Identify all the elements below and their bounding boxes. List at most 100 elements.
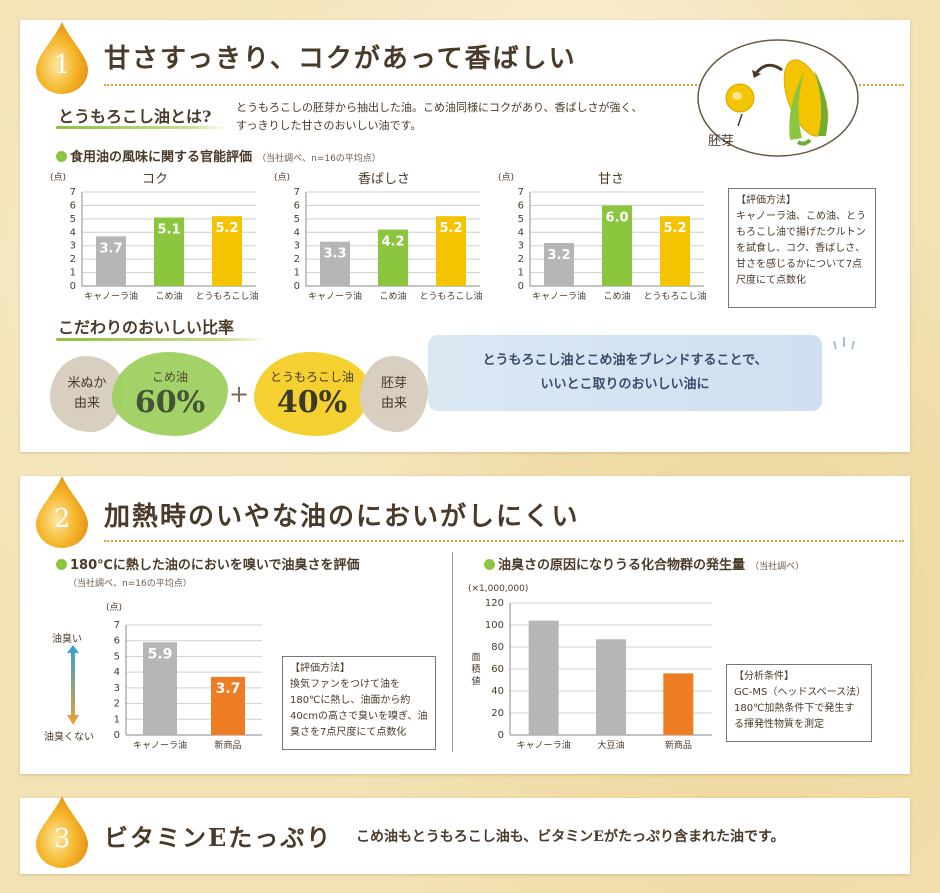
y-tick-label: 120 (485, 598, 504, 609)
section-2-divider (104, 540, 904, 542)
bar-value-label: 3.7 (216, 681, 241, 697)
what-is-corn-oil-heading: とうもろこし油とは? (58, 107, 212, 126)
green-bullet-icon (56, 151, 67, 162)
section-3-number: 3 (53, 824, 71, 854)
y-tick-label: 1 (518, 268, 524, 279)
sensory-eval-note: （当社調べ、n=16の平均点） (257, 154, 381, 164)
y-tick-label: 7 (114, 620, 120, 631)
rice-oil-label: こめ油 (151, 370, 188, 384)
section-1-drop-icon: 1 (34, 20, 90, 94)
y-tick-label: 100 (485, 620, 504, 631)
y-tick-label: 1 (294, 268, 300, 279)
x-category-label: こめ油 (155, 290, 182, 302)
section-1-divider (104, 84, 904, 86)
y-tick-label: 6 (70, 200, 76, 211)
y-tick-label: 6 (518, 200, 524, 211)
section-1-number: 1 (53, 50, 71, 80)
method-box-title: 【評価方法】 (736, 195, 796, 206)
bar-value-label: 6.0 (605, 210, 628, 225)
section-3-title: ビタミンEたっぷり (104, 823, 333, 852)
y-tick-label: 3 (518, 241, 524, 252)
chart-amasa: (点) 0 1 2 3 4 5 6 7 3.2 キャノーラ油 6.0 こめ油 5.2 とうもろこし油 (498, 172, 706, 302)
corn-oil-label: とうもろこし油 (269, 370, 354, 384)
chart-kobashisa: (点) 0 1 2 3 4 5 6 7 3.3 キャノーラ油 4.2 こめ油 5.2 とうもろこし油 (274, 172, 482, 302)
what-is-underline (56, 126, 226, 129)
corn-germ-illustration: 胚芽 (694, 36, 862, 160)
bar (528, 620, 559, 735)
odor-eval-note: （当社調べ、n=16の平均点） (68, 579, 192, 589)
x-category-label: 新商品 (665, 739, 692, 751)
bar (663, 673, 694, 735)
bar (596, 639, 626, 735)
sensory-eval-heading: 食用油の風味に関する官能評価 (70, 150, 253, 165)
y-unit-label: (点) (274, 172, 290, 183)
rice-bran-label: 米ぬか (67, 376, 107, 391)
origin-label-right: 由来 (380, 396, 407, 411)
blend-text-line-1: とうもろこし油とこめ油をブレンドすることで、 (482, 353, 768, 368)
bar (320, 241, 350, 286)
y-tick-label: 3 (114, 683, 120, 694)
x-category-label: 新商品 (214, 739, 241, 751)
y-tick-label: 4 (70, 227, 76, 238)
y-tick-label: 7 (294, 187, 300, 198)
bar-value-label: 5.2 (663, 221, 686, 236)
sensory-method-box: 【評価方法】 キャノーラ油、こめ油、とうもろこし油で揚げたクルトンを試食し、コク… (728, 188, 876, 308)
odor-eval-heading-row: 180℃に熱した油のにおいを嗅いで油臭さを評価 (56, 554, 360, 573)
analysis-method: GC-MS（ヘッドスペース法） (734, 687, 867, 698)
x-category-label: とうもろこし油 (643, 290, 706, 302)
x-category-label: こめ油 (379, 290, 406, 302)
section-3-panel (20, 798, 910, 874)
x-category-label: キャノーラ油 (84, 290, 138, 302)
analysis-text: 180℃加熱条件下で発生する揮発性物質を測定 (734, 703, 855, 730)
chart-amasa-title: 甘さ (598, 172, 625, 187)
section-1-title: 甘さすっきり、コクがあって香ばしい (104, 44, 577, 74)
y-tick-label: 4 (114, 667, 120, 678)
chart-odor-score: (点) 0 1 2 3 4 5 6 7 5.9 キャノーラ油 3.7 新商品 (106, 602, 262, 751)
y-tick-label: 1 (70, 268, 76, 279)
chart-koku: (点) 0 1 2 3 4 5 6 7 3.7 キャノーラ油 5.1 こめ油 5.2 とうもろこし油 (50, 172, 258, 302)
analysis-condition-box: 【分析条件】 GC-MS（ヘッドスペース法） 180℃加熱条件下で発生する揮発性… (726, 664, 872, 742)
odor-method-title: 【評価方法】 (290, 663, 350, 674)
germ-origin-blob: 胚芽 由来 (360, 356, 428, 432)
bar (96, 236, 126, 286)
axis-label-oily: 油臭い (52, 634, 82, 645)
rice-bran-origin-blob: 米ぬか 由来 (50, 356, 124, 432)
y-tick-label: 20 (491, 708, 504, 719)
germ-label: 胚芽 (708, 134, 735, 149)
y-tick-label: 2 (114, 699, 120, 710)
y-tick-label: 0 (70, 281, 76, 292)
odor-gradient-arrow-icon (67, 645, 79, 725)
bar-value-label: 5.9 (148, 646, 173, 662)
bar-value-label: 4.2 (381, 235, 404, 250)
bar (436, 216, 466, 286)
y-tick-label: 80 (491, 642, 504, 653)
germ-origin-label: 胚芽 (380, 376, 407, 391)
y-unit-label: (点) (50, 172, 66, 183)
y-unit-label: (点) (106, 602, 122, 613)
compound-heading: 油臭さの原因になりうる化合物群の発生量 (498, 558, 746, 573)
chart-compound-amount: (×1,000,000) 0 20 40 60 80 100 120 キャノーラ油 大豆油 新商品 面… (468, 584, 712, 751)
x-category-label: キャノーラ油 (133, 739, 187, 751)
y-tick-label: 3 (70, 241, 76, 252)
y-tick-label: 0 (518, 281, 524, 292)
y-tick-label: 0 (498, 730, 504, 741)
bar-value-label: 3.3 (323, 247, 346, 262)
section-2-drop-icon: 2 (34, 474, 90, 548)
section-2-title: 加熱時のいやな油のにおいがしにくい (104, 502, 580, 532)
y-tick-label: 6 (114, 636, 120, 647)
bar (212, 216, 242, 286)
analysis-title: 【分析条件】 (734, 671, 794, 682)
y-tick-label: 5 (70, 214, 76, 225)
what-is-text-line-2: すっきりした甘さのおいしい油です。 (236, 119, 422, 132)
y-axis-label-char: 値 (471, 675, 480, 687)
bar-value-label: 3.7 (99, 241, 122, 256)
origin-label-left: 由来 (73, 396, 100, 411)
x-category-label: とうもろこし油 (195, 290, 258, 302)
x-category-label: キャノーラ油 (532, 290, 586, 302)
y-axis-label-char: 積 (471, 663, 480, 675)
y-tick-label: 7 (70, 187, 76, 198)
odor-method-text: 換気ファンをつけて油を180℃に熱し、油面から約40cmの高さで臭いを嗅ぎ、油臭… (290, 679, 428, 738)
y-axis-label-char: 面 (471, 652, 480, 663)
corn-oil-percent: 40% (276, 385, 348, 420)
bar (143, 642, 177, 735)
